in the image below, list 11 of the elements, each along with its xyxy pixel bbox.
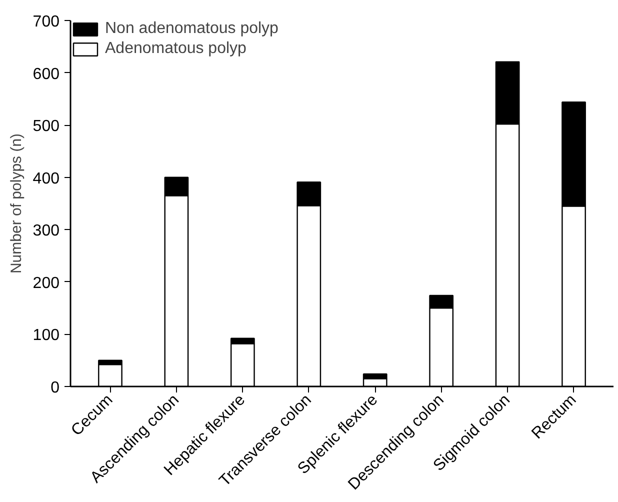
legend-label: Non adenomatous polyp (105, 20, 278, 38)
y-tick-label: 100 (32, 327, 60, 344)
y-tick-label: 500 (32, 118, 60, 136)
y-tick-label: 200 (32, 274, 60, 292)
y-tick-label: 400 (32, 170, 60, 188)
y-tick-label: 700 (32, 14, 60, 30)
y-tick-label: 300 (32, 222, 60, 240)
y-axis-title: Number of polyps (n) (8, 133, 25, 274)
legend-label: Adenomatous polyp (105, 40, 246, 58)
y-tick-label: 0 (50, 380, 60, 396)
y-tick-label: 600 (32, 66, 60, 83)
